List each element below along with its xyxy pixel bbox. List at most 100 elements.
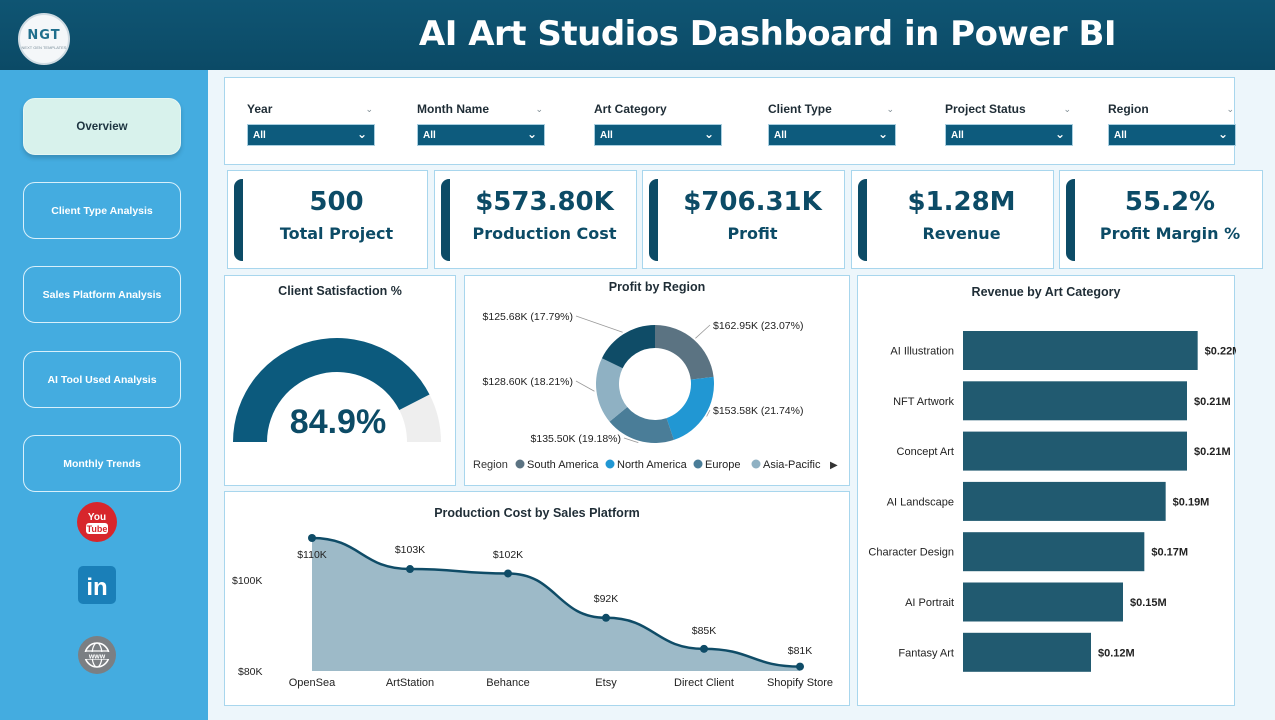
kpi-label: Production Cost xyxy=(472,224,617,243)
x-tick-label: Behance xyxy=(486,677,529,689)
region-dropdown[interactable]: All ⌄ xyxy=(1108,124,1236,146)
profit-by-region-panel[interactable]: Profit by Region $162.95K (23.07%) $153.5… xyxy=(464,275,850,486)
filter-label: Art Category xyxy=(594,102,667,116)
donut-leader-line xyxy=(695,324,711,339)
bar-data-label: $0.22M xyxy=(1205,346,1236,358)
donut-data-label: $125.68K (17.79%) xyxy=(483,311,573,323)
chevron-down-icon[interactable]: ⌄ xyxy=(1226,104,1234,114)
bar xyxy=(963,381,1187,421)
filter-month-name: Month Name ⌄ All ⌄ xyxy=(417,102,545,146)
www-globe-icon[interactable]: www xyxy=(78,636,116,674)
bar-category-label: Concept Art xyxy=(897,446,954,458)
client-satisfaction-panel[interactable]: Client Satisfaction % 84.9% xyxy=(224,275,456,486)
legend-entry: Europe xyxy=(705,459,740,471)
legend-title: Region xyxy=(473,459,508,471)
donut-leader-line xyxy=(623,437,639,444)
revenue-by-art-category-panel[interactable]: Revenue by Art Category AI Illustration $… xyxy=(857,275,1236,706)
kpi-label: Total Project xyxy=(279,224,394,243)
chevron-down-icon: ⌄ xyxy=(877,127,888,141)
dropdown-value: All xyxy=(951,129,964,141)
bar xyxy=(963,632,1091,672)
kpi-value: $706.31K xyxy=(683,187,822,217)
donut-leader-line xyxy=(575,315,623,333)
bar-data-label: $0.17M xyxy=(1151,547,1188,559)
legend-marker xyxy=(605,459,615,469)
kpi-label: Profit Margin % xyxy=(1099,224,1241,243)
nav-sales-platform-analysis-button[interactable]: Sales Platform Analysis xyxy=(23,266,181,323)
chevron-down-icon: ⌄ xyxy=(703,127,714,141)
legend-next-arrow[interactable]: ▶ xyxy=(830,460,838,471)
area-fill xyxy=(312,538,800,671)
client-type-dropdown[interactable]: All ⌄ xyxy=(768,124,896,146)
art-category-dropdown[interactable]: All ⌄ xyxy=(594,124,722,146)
gauge-fill xyxy=(233,338,430,442)
area-point xyxy=(308,534,316,542)
filter-label: Region xyxy=(1108,102,1149,116)
dropdown-value: All xyxy=(1114,129,1127,141)
year-dropdown[interactable]: All ⌄ xyxy=(247,124,375,146)
kpi-accent xyxy=(234,179,243,261)
nav-monthly-trends-button[interactable]: Monthly Trends xyxy=(23,435,181,492)
main-content: Year ⌄ All ⌄ Month Name ⌄ All ⌄ Art Catego… xyxy=(208,70,1275,720)
area-data-label: $102K xyxy=(493,549,523,561)
donut-slice xyxy=(601,325,655,369)
youtube-icon[interactable]: You Tube xyxy=(77,502,117,542)
area-point xyxy=(602,613,610,622)
area-point xyxy=(796,662,804,671)
production-cost-panel[interactable]: Production Cost by Sales Platform $110K O… xyxy=(224,491,850,706)
svg-text:You: You xyxy=(88,512,106,523)
donut-slice xyxy=(596,358,628,422)
area-data-label: $81K xyxy=(788,645,813,657)
area-line xyxy=(311,536,801,668)
bar-category-label: Fantasy Art xyxy=(898,647,954,659)
filter-client-type: Client Type ⌄ All ⌄ xyxy=(768,102,896,146)
kpi-value: 500 xyxy=(309,187,364,217)
chevron-down-icon: ⌄ xyxy=(526,127,537,141)
bar-category-label: AI Illustration xyxy=(890,346,954,358)
legend-marker xyxy=(515,459,525,469)
nav-ai-tool-used-analysis-button[interactable]: AI Tool Used Analysis xyxy=(23,351,181,408)
dropdown-value: All xyxy=(600,129,613,141)
project-status-dropdown[interactable]: All ⌄ xyxy=(945,124,1073,146)
chevron-down-icon[interactable]: ⌄ xyxy=(365,104,373,114)
gauge-track xyxy=(399,394,441,442)
nav-overview-button[interactable]: Overview xyxy=(23,98,181,155)
donut-slice xyxy=(666,376,714,440)
svg-text:Tube: Tube xyxy=(87,524,108,534)
bar-data-label: $0.21M xyxy=(1194,396,1231,408)
chevron-down-icon[interactable]: ⌄ xyxy=(1063,104,1071,114)
chevron-down-icon: ⌄ xyxy=(356,127,367,141)
chevron-down-icon[interactable]: ⌄ xyxy=(535,104,543,114)
kpi-profit-margin-card: 55.2% Profit Margin % xyxy=(1059,170,1263,269)
linkedin-icon[interactable]: in xyxy=(78,566,116,604)
month-name-dropdown[interactable]: All ⌄ xyxy=(417,124,545,146)
chevron-down-icon: ⌄ xyxy=(1217,127,1228,141)
filter-label: Client Type xyxy=(768,102,832,116)
bar xyxy=(963,331,1198,370)
logo-text: NGT xyxy=(27,28,61,43)
filter-project-status: Project Status ⌄ All ⌄ xyxy=(945,102,1073,146)
chart-title: Revenue by Art Category xyxy=(971,285,1121,299)
y-tick-label: $100K xyxy=(232,575,262,587)
kpi-revenue-card: $1.28M Revenue xyxy=(851,170,1054,269)
chevron-down-icon: ⌄ xyxy=(1054,127,1065,141)
area-data-label: $103K xyxy=(395,544,425,556)
company-logo[interactable]: NGT NEXT GEN TEMPLATES xyxy=(18,13,70,65)
kpi-label: Revenue xyxy=(922,224,1001,243)
legend-entry: Asia-Pacific xyxy=(763,459,821,471)
x-tick-label: ArtStation xyxy=(386,677,434,689)
area-point xyxy=(406,565,414,574)
area-data-label: $85K xyxy=(692,625,717,637)
bar-category-label: Character Design xyxy=(868,547,954,559)
dropdown-value: All xyxy=(774,129,787,141)
filter-art-category: Art Category All ⌄ xyxy=(594,102,722,146)
bar-category-label: NFT Artwork xyxy=(893,396,954,408)
donut-leader-line xyxy=(706,409,711,417)
logo-subtext: NEXT GEN TEMPLATES xyxy=(21,45,67,50)
kpi-accent xyxy=(858,179,867,261)
area-chart: $110K OpenSea $103K ArtStation $102K Behance $… xyxy=(232,534,833,689)
nav-client-type-analysis-button[interactable]: Client Type Analysis xyxy=(23,182,181,239)
chevron-down-icon[interactable]: ⌄ xyxy=(886,104,894,114)
donut-slice xyxy=(655,325,714,380)
bar-category-label: AI Portrait xyxy=(905,597,954,609)
